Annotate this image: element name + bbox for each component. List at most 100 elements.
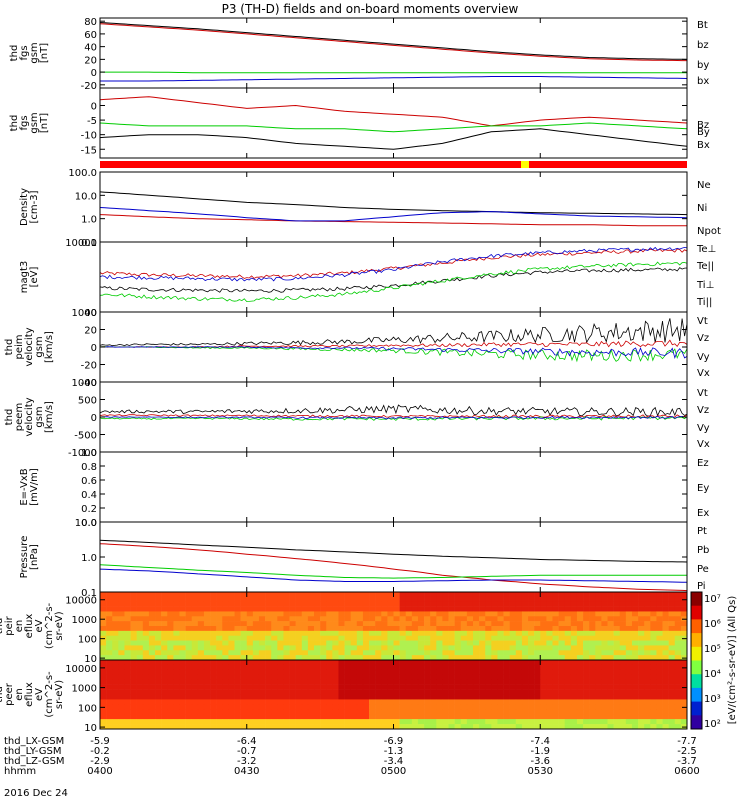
heatmap-cell [112,660,119,666]
heatmap-cell [491,601,498,607]
heatmap-cell [173,684,180,690]
heatmap-cell [155,684,162,690]
ytick-label: 1000 [72,615,97,626]
heatmap-cell [148,709,156,715]
heatmap-cell [130,592,137,598]
heatmap-cell [283,640,290,646]
heatmap-cell [503,630,510,637]
heatmap-cell [558,630,565,637]
heatmap-cell [540,601,547,607]
heatmap-cell [234,699,241,705]
heatmap-cell [381,684,388,690]
heatmap-cell [240,635,248,641]
heatmap-cell [283,606,290,612]
heatmap-cell [521,606,529,612]
heatmap-cell [472,601,480,607]
heatmap-cell [161,694,168,700]
heatmap-cell [436,616,443,622]
ephemeris-value: -0.2 [90,746,110,757]
heatmap-cell [234,601,241,607]
ytick-label: 10.0 [75,191,97,202]
heatmap-cell [521,719,529,725]
heatmap-cell [381,635,388,641]
heatmap-cell [583,621,590,627]
heatmap-cell [369,616,376,622]
heatmap-cell [252,640,260,646]
series-fgs-dsl-By [99,122,688,133]
heatmap-cell [381,719,388,725]
heatmap-cell [650,596,657,603]
heatmap-cell [625,724,633,730]
heatmap-cell [601,601,608,607]
heatmap-cell [369,684,376,690]
heatmap-cell [534,660,541,666]
heatmap-cell [356,626,364,632]
colorbar-segment [691,724,702,728]
ylabel-line: fgs [19,45,30,60]
heatmap-cell [393,684,400,690]
heatmap-cell [148,689,156,695]
heatmap-cell [570,640,578,646]
heatmap-cell [528,674,535,681]
heatmap-cell [662,694,669,700]
heatmap-cell [265,626,272,632]
heatmap-cell [167,714,174,720]
heatmap-cell [240,694,248,700]
heatmap-cell [344,645,351,651]
heatmap-cell [375,719,382,725]
heatmap-cell [362,640,370,646]
heatmap-cell [265,699,272,705]
heatmap-cell [411,714,419,720]
ytick-label: 0 [91,68,97,79]
heatmap-cell [540,724,547,730]
heatmap-cell [124,664,131,671]
heatmap-cell [491,655,498,661]
heatmap-cell [350,684,358,690]
heatmap-cell [448,601,455,607]
heatmap-cell [650,704,657,710]
heatmap-cell [576,655,584,661]
heatmap-cell [356,679,364,685]
heatmap-cell [271,592,278,598]
heatmap-cell [314,626,321,632]
heatmap-cell [344,719,351,725]
heatmap-cell [417,592,425,598]
colorbar-segment [691,649,702,652]
heatmap-cell [381,694,388,700]
heatmap-cell [130,626,137,632]
heatmap-cell [155,719,162,725]
ylabel-pressure: Pressure [nPa] [19,536,40,579]
heatmap-cell [638,679,645,685]
heatmap-cell [534,674,541,681]
heatmap-cell [118,684,125,690]
heatmap-cell [118,596,125,603]
heatmap-cell [509,684,517,690]
heatmap-cell [356,601,364,607]
heatmap-cell [491,719,498,725]
heatmap-cell [393,674,400,681]
heatmap-cell [265,724,272,730]
heatmap-cell [613,724,621,730]
heatmap-cell [424,621,431,627]
colorbar-segment [691,651,702,655]
heatmap-cell [521,616,529,622]
heatmap-cell [625,669,633,676]
ephemeris-value: -0.7 [237,746,257,757]
heatmap-cell [320,664,327,671]
heatmap-cell [411,719,419,725]
heatmap-cell [405,611,413,617]
heatmap-cell [100,699,107,705]
heatmap-cell [240,621,248,627]
heatmap-cell [528,684,535,690]
heatmap-cell [344,596,351,603]
heatmap-cell [356,596,364,603]
heatmap-cell [271,640,278,646]
heatmap-cell [417,621,425,627]
heatmap-cell [430,616,437,622]
heatmap-cell [601,616,608,622]
heatmap-cell [314,655,321,661]
heatmap-cell [625,606,633,612]
heatmap-cell [185,694,193,700]
heatmap-cell [558,669,565,676]
heatmap-cell [509,694,517,700]
